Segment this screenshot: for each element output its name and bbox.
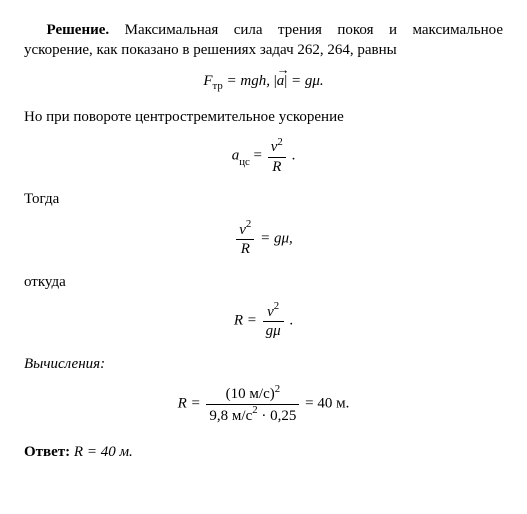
solution-paragraph-3: Тогда [24, 189, 503, 209]
eq1-sub: тр [213, 80, 223, 92]
eq4-lhs: R = [234, 312, 261, 328]
eq2-fraction: v2R [268, 137, 286, 175]
eq3-fraction: v2R [236, 220, 254, 258]
eq2-period: . [288, 148, 296, 164]
eq3-rhs: = gμ, [256, 230, 292, 246]
solution-paragraph-1: Решение. Максимальная сила трения покоя … [24, 20, 503, 61]
eq2-eq: = [250, 148, 266, 164]
eq2-sub: цс [239, 156, 250, 168]
equation-2: aцс = v2R . [24, 137, 503, 175]
answer-value: R = 40 м. [70, 444, 133, 460]
answer-line: Ответ: R = 40 м. [24, 442, 503, 462]
solution-paragraph-2: Но при повороте центростремительное уско… [24, 107, 503, 127]
eq1-mid: = mgh, [223, 73, 274, 89]
calculations-label: Вычисления: [24, 354, 503, 374]
equation-1: Fтр = mgh, |→a| = gμ. [24, 71, 503, 94]
eq5-fraction: (10 м/с)29,8 м/с2 · 0,25 [206, 384, 299, 424]
equation-4: R = v2gμ . [24, 302, 503, 340]
eq1-vector-a: →a [277, 71, 285, 91]
eq5-lhs: R = [178, 396, 205, 412]
eq5-rhs: = 40 м. [301, 396, 349, 412]
solution-paragraph-4: откуда [24, 272, 503, 292]
p3-text: Тогда [24, 191, 59, 207]
eq5-wrapper: R = (10 м/с)29,8 м/с2 · 0,25 = 40 м. [178, 384, 350, 424]
equation-3: v2R = gμ, [24, 220, 503, 258]
eq2-wrapper: aцс = v2R . [232, 137, 296, 175]
equation-5: R = (10 м/с)29,8 м/с2 · 0,25 = 40 м. [24, 384, 503, 424]
p5-text: Вычисления: [24, 356, 105, 372]
eq1-F: F [203, 73, 212, 89]
eq4-fraction: v2gμ [263, 302, 284, 340]
eq4-wrapper: R = v2gμ . [234, 302, 293, 340]
eq4-period: . [286, 312, 294, 328]
solution-label: Решение. [47, 22, 110, 38]
p2-text: Но при повороте центростремительное уско… [24, 109, 344, 125]
eq3-wrapper: v2R = gμ, [234, 220, 292, 258]
eq1-rhs: = gμ. [287, 73, 323, 89]
vector-arrow-icon: → [277, 64, 285, 77]
answer-label: Ответ: [24, 444, 70, 460]
p4-text: откуда [24, 274, 66, 290]
